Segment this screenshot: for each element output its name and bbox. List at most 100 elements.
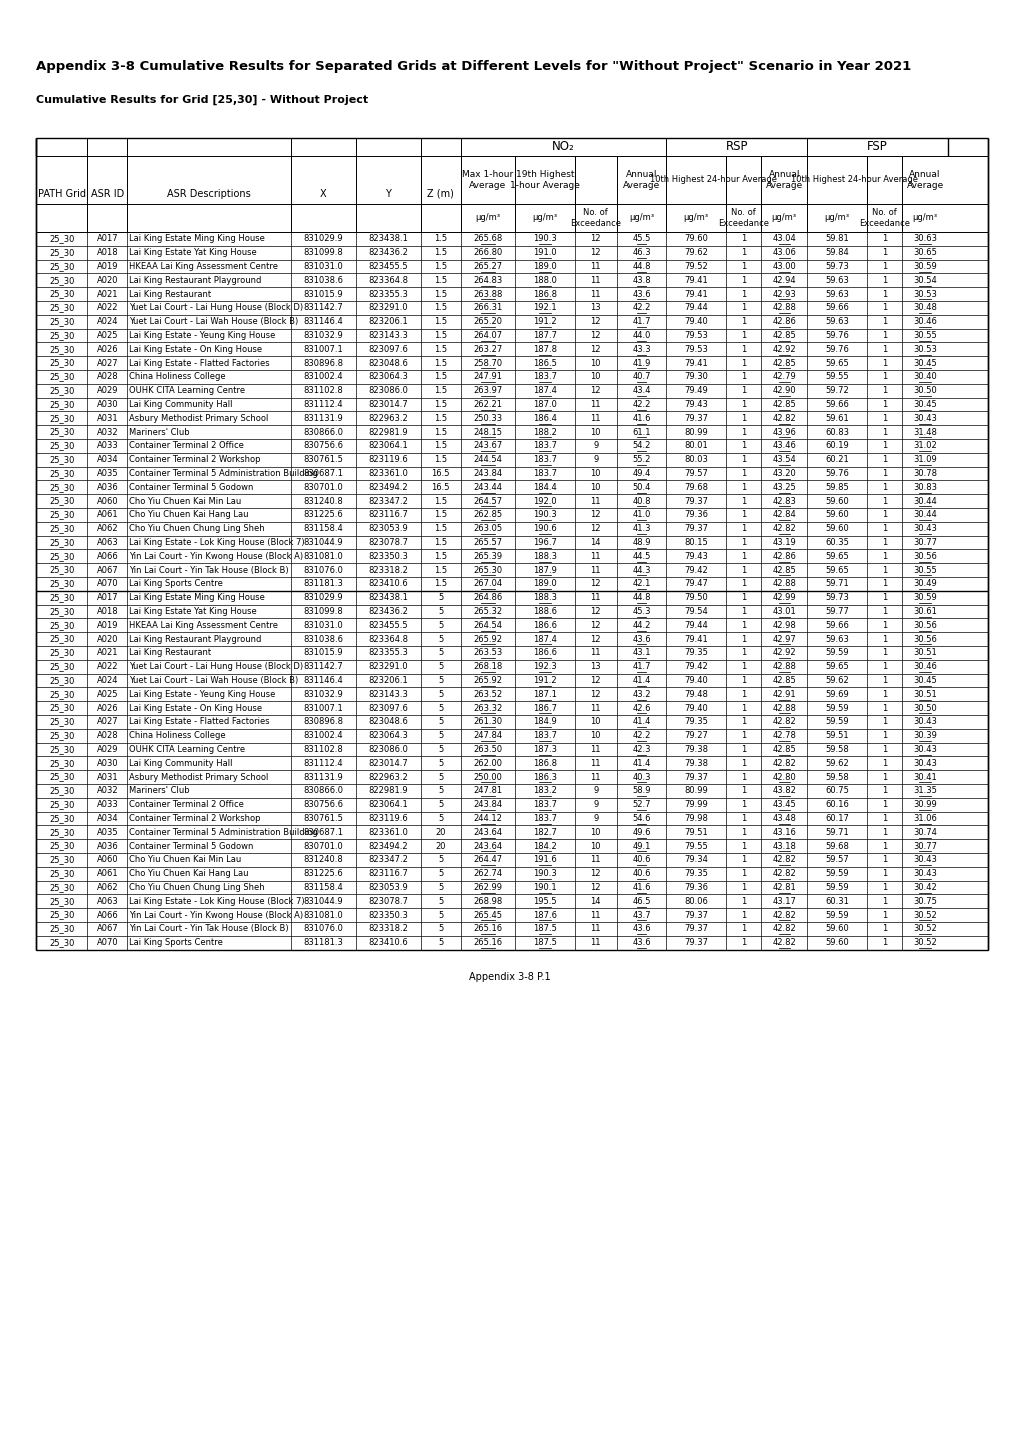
Text: 823206.1: 823206.1 <box>368 675 408 685</box>
Text: 80.01: 80.01 <box>684 442 707 450</box>
Text: 43.2: 43.2 <box>632 690 650 698</box>
Text: 44.3: 44.3 <box>632 566 650 574</box>
Text: 823086.0: 823086.0 <box>368 745 408 755</box>
Text: 79.41: 79.41 <box>684 359 707 368</box>
Text: 10: 10 <box>590 732 600 740</box>
Text: 195.5: 195.5 <box>533 896 556 906</box>
Text: 59.76: 59.76 <box>824 345 848 354</box>
Text: A070: A070 <box>97 580 118 589</box>
Text: FSP: FSP <box>866 140 888 153</box>
Text: OUHK CITA Learning Centre: OUHK CITA Learning Centre <box>129 745 246 755</box>
Text: 1: 1 <box>741 608 746 616</box>
Text: Lai King Estate Yat King House: Lai King Estate Yat King House <box>129 608 257 616</box>
Text: 186.7: 186.7 <box>532 704 556 713</box>
Text: 186.4: 186.4 <box>532 414 556 423</box>
Text: A063: A063 <box>97 538 118 547</box>
Text: 10: 10 <box>590 828 600 837</box>
Text: 42.2: 42.2 <box>632 400 650 408</box>
Text: 30.78: 30.78 <box>912 469 936 478</box>
Text: Appendix 3-8 Cumulative Results for Separated Grids at Different Levels for "Wit: Appendix 3-8 Cumulative Results for Sepa… <box>36 61 910 74</box>
Text: 1: 1 <box>881 524 887 534</box>
Text: 1.5: 1.5 <box>434 263 446 271</box>
Text: 79.44: 79.44 <box>684 303 707 312</box>
Text: 1: 1 <box>741 442 746 450</box>
Text: A062: A062 <box>97 883 118 892</box>
Text: 265.16: 265.16 <box>473 938 501 947</box>
Text: 1: 1 <box>881 234 887 244</box>
Text: 1: 1 <box>741 234 746 244</box>
Text: 42.82: 42.82 <box>771 925 796 934</box>
Text: 59.59: 59.59 <box>824 648 848 658</box>
Text: 80.06: 80.06 <box>684 896 707 906</box>
Text: 262.74: 262.74 <box>473 869 501 879</box>
Text: OUHK CITA Learning Centre: OUHK CITA Learning Centre <box>129 387 246 395</box>
Text: 79.99: 79.99 <box>684 801 707 810</box>
Text: 184.2: 184.2 <box>533 841 556 850</box>
Text: 11: 11 <box>590 276 600 284</box>
Text: 79.42: 79.42 <box>684 566 707 574</box>
Text: 30.41: 30.41 <box>912 772 936 782</box>
Text: 183.7: 183.7 <box>532 814 556 823</box>
Text: 1: 1 <box>881 317 887 326</box>
Text: 243.84: 243.84 <box>473 801 501 810</box>
Text: A025: A025 <box>97 690 118 698</box>
Text: 59.59: 59.59 <box>824 717 848 726</box>
Text: 5: 5 <box>437 896 443 906</box>
Text: 831076.0: 831076.0 <box>304 925 343 934</box>
Text: 10: 10 <box>590 841 600 850</box>
Text: PATH Grid: PATH Grid <box>38 189 86 199</box>
Text: 59.62: 59.62 <box>824 759 848 768</box>
Text: 187.3: 187.3 <box>532 745 556 755</box>
Text: 9: 9 <box>593 786 598 795</box>
Text: 79.54: 79.54 <box>684 608 707 616</box>
Text: 12: 12 <box>590 345 600 354</box>
Text: Annual
Average: Annual Average <box>623 170 659 189</box>
Text: 1: 1 <box>881 732 887 740</box>
Text: 831002.4: 831002.4 <box>304 732 343 740</box>
Text: 831131.9: 831131.9 <box>304 414 343 423</box>
Text: 1: 1 <box>881 690 887 698</box>
Text: 823436.2: 823436.2 <box>368 608 408 616</box>
Text: 11: 11 <box>590 759 600 768</box>
Text: A033: A033 <box>97 442 118 450</box>
Text: 1: 1 <box>881 786 887 795</box>
Text: 12: 12 <box>590 869 600 879</box>
Text: 12: 12 <box>590 317 600 326</box>
Text: 42.85: 42.85 <box>771 359 796 368</box>
Text: 30.43: 30.43 <box>912 414 936 423</box>
Text: A035: A035 <box>97 828 118 837</box>
Text: A070: A070 <box>97 938 118 947</box>
Text: A022: A022 <box>97 303 118 312</box>
Text: 263.27: 263.27 <box>473 345 501 354</box>
Text: 186.8: 186.8 <box>532 290 556 299</box>
Text: 1: 1 <box>741 717 746 726</box>
Text: 25_30: 25_30 <box>49 925 74 934</box>
Text: 250.33: 250.33 <box>473 414 501 423</box>
Text: 1.5: 1.5 <box>434 234 446 244</box>
Text: 831102.8: 831102.8 <box>304 745 343 755</box>
Text: 25_30: 25_30 <box>49 414 74 423</box>
Text: 1: 1 <box>741 551 746 561</box>
Text: 30.50: 30.50 <box>912 387 936 395</box>
Text: 262.21: 262.21 <box>473 400 501 408</box>
Text: 59.63: 59.63 <box>824 290 848 299</box>
Text: 30.61: 30.61 <box>912 608 936 616</box>
Text: 59.71: 59.71 <box>824 828 848 837</box>
Text: 12: 12 <box>590 524 600 534</box>
Text: 1: 1 <box>881 704 887 713</box>
Text: 25_30: 25_30 <box>49 276 74 284</box>
Text: 823355.3: 823355.3 <box>368 290 408 299</box>
Text: 25_30: 25_30 <box>49 303 74 312</box>
Text: 1: 1 <box>881 276 887 284</box>
Text: 1.5: 1.5 <box>434 400 446 408</box>
Text: Cho Yiu Chuen Kai Min Lau: Cho Yiu Chuen Kai Min Lau <box>129 496 242 505</box>
Text: 823086.0: 823086.0 <box>368 387 408 395</box>
Text: 12: 12 <box>590 330 600 341</box>
Text: 1: 1 <box>741 345 746 354</box>
Text: 59.84: 59.84 <box>824 248 848 257</box>
Text: 30.43: 30.43 <box>912 856 936 864</box>
Text: Container Terminal 5 Godown: Container Terminal 5 Godown <box>129 483 254 492</box>
Text: Yuet Lai Court - Lai Wah House (Block B): Yuet Lai Court - Lai Wah House (Block B) <box>129 675 299 685</box>
Text: 10: 10 <box>590 717 600 726</box>
Text: 79.55: 79.55 <box>684 841 707 850</box>
